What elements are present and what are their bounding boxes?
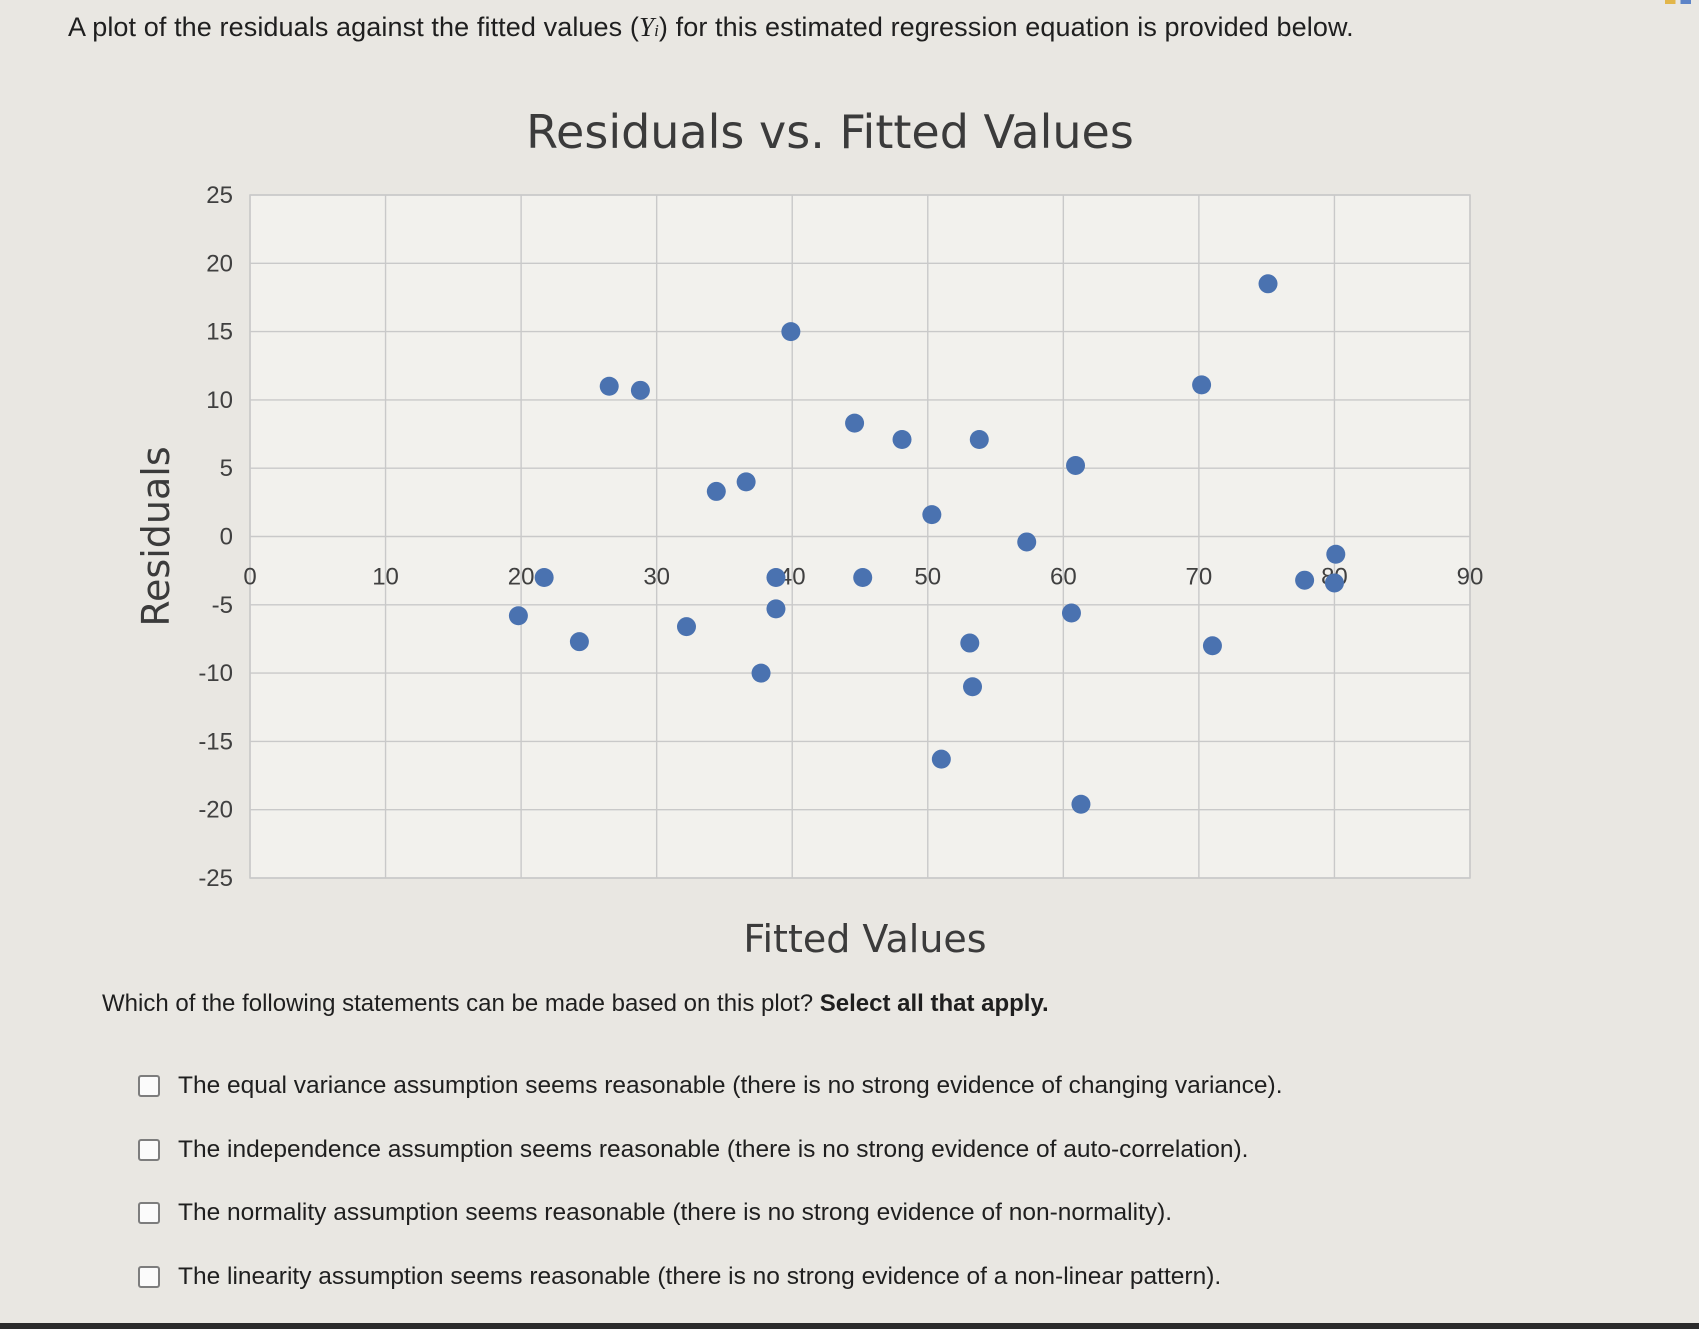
y-tick-label: -25 xyxy=(198,865,233,892)
data-points xyxy=(508,274,1346,814)
x-tick-label: 30 xyxy=(643,564,670,591)
intro-prefix: A plot of the residuals against the fitt… xyxy=(68,12,639,42)
x-tick-label: 10 xyxy=(372,564,399,591)
option-label: The independence assumption seems reason… xyxy=(178,1135,1249,1163)
data-point xyxy=(922,505,942,525)
option-checkbox[interactable] xyxy=(138,1138,160,1161)
data-point xyxy=(599,376,619,396)
data-point xyxy=(1258,274,1278,294)
option-label: The linearity assumption seems reasonabl… xyxy=(178,1262,1222,1290)
option-checkbox[interactable] xyxy=(138,1265,160,1288)
data-point xyxy=(751,663,771,683)
data-point xyxy=(781,322,801,342)
option-normality[interactable]: The normality assumption seems reasonabl… xyxy=(138,1193,1283,1233)
y-tick-label: 20 xyxy=(206,250,233,277)
y-hat-symbol: Y xyxy=(638,12,655,42)
data-point xyxy=(630,380,650,400)
question-emphasis: Select all that apply. xyxy=(819,990,1049,1017)
corner-accent xyxy=(1665,0,1691,4)
bottom-bar xyxy=(0,1323,1699,1329)
y-tick-label: -10 xyxy=(198,660,233,687)
data-point xyxy=(960,633,980,653)
data-point xyxy=(1324,573,1344,593)
option-checkbox[interactable] xyxy=(138,1075,160,1097)
option-checkbox[interactable] xyxy=(138,1202,160,1224)
x-tick-label: 70 xyxy=(1186,564,1213,591)
y-tick-label: 10 xyxy=(206,387,233,414)
question-prompt: Which of the following statements can be… xyxy=(102,990,820,1017)
option-equal-variance[interactable]: The equal variance assumption seems reas… xyxy=(138,1066,1283,1106)
data-point xyxy=(1295,570,1315,590)
data-point xyxy=(676,617,696,637)
intro-suffix: ) for this estimated regression equation… xyxy=(658,12,1354,42)
data-point xyxy=(969,430,989,450)
data-point xyxy=(845,413,865,433)
data-point xyxy=(931,749,951,769)
question-text: Which of the following statements can be… xyxy=(102,990,1049,1018)
x-tick-label: 50 xyxy=(914,564,941,591)
data-point xyxy=(1326,544,1346,564)
y-tick-label: 15 xyxy=(206,319,233,346)
option-label: The equal variance assumption seems reas… xyxy=(178,1072,1283,1099)
x-tick-labels: 0102030405060708090 xyxy=(243,564,1483,591)
data-point xyxy=(892,430,912,450)
data-point xyxy=(1202,636,1222,656)
y-tick-labels: 25 20 15 10 5 0 -5 -10 -15 -20 -25 xyxy=(198,182,233,892)
data-point xyxy=(1017,532,1037,552)
y-hat-subscript: i xyxy=(654,21,659,40)
answer-options: The equal variance assumption seems reas… xyxy=(138,1066,1283,1320)
x-tick-label: 90 xyxy=(1457,564,1484,591)
y-axis-title: Residuals xyxy=(134,446,178,626)
option-label: The normality assumption seems reasonabl… xyxy=(178,1199,1173,1226)
data-point xyxy=(1071,794,1091,814)
data-point xyxy=(853,567,873,587)
x-tick-label: 60 xyxy=(1050,564,1077,591)
x-tick-label: 0 xyxy=(243,564,256,591)
data-point xyxy=(766,599,786,619)
y-tick-label: 5 xyxy=(220,455,233,482)
grid-lines xyxy=(249,194,1471,879)
data-point xyxy=(534,567,554,587)
intro-text: A plot of the residuals against the fitt… xyxy=(68,12,1354,43)
y-tick-label: -20 xyxy=(198,797,233,824)
data-point xyxy=(963,677,983,697)
y-tick-label: -15 xyxy=(198,728,233,755)
option-linearity[interactable]: The linearity assumption seems reasonabl… xyxy=(138,1257,1283,1297)
data-point xyxy=(508,606,528,626)
data-point xyxy=(766,567,786,587)
y-tick-label: -5 xyxy=(212,592,233,619)
data-point xyxy=(736,472,756,492)
data-point xyxy=(569,632,589,652)
x-axis-title: Fitted Values xyxy=(743,917,986,960)
x-tick-label: 20 xyxy=(508,564,535,591)
option-independence[interactable]: The independence assumption seems reason… xyxy=(138,1130,1283,1170)
chart-title: Residuals vs. Fitted Values xyxy=(526,105,1134,159)
data-point xyxy=(1066,455,1086,475)
data-point xyxy=(1192,375,1212,395)
y-tick-label: 0 xyxy=(220,524,233,551)
data-point xyxy=(706,481,726,501)
y-tick-label: 25 xyxy=(206,182,233,209)
data-point xyxy=(1061,603,1081,623)
